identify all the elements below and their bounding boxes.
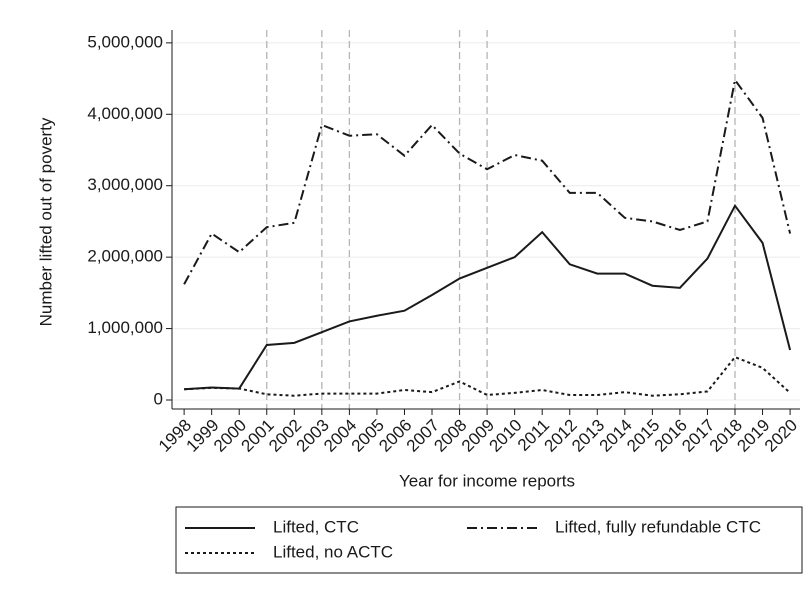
- y-axis-title: Number lifted out of poverty: [36, 117, 55, 326]
- legend-label: Lifted, CTC: [273, 517, 359, 536]
- y-tick-label: 5,000,000: [87, 32, 163, 51]
- legend-label: Lifted, no ACTC: [273, 542, 393, 561]
- x-axis-title: Year for income reports: [399, 471, 575, 490]
- legend-label: Lifted, fully refundable CTC: [555, 517, 761, 536]
- x-tick-label: 2020: [761, 416, 801, 456]
- y-tick-label: 0: [154, 389, 163, 408]
- series-line: [183, 77, 792, 285]
- series-line: [184, 203, 792, 391]
- y-tick-label: 2,000,000: [87, 247, 163, 266]
- y-tick-label: 3,000,000: [87, 175, 163, 194]
- series-line: [184, 355, 791, 397]
- y-tick-label: 4,000,000: [87, 104, 163, 123]
- legend-box: [175, 506, 803, 574]
- y-tick-label: 1,000,000: [87, 318, 163, 337]
